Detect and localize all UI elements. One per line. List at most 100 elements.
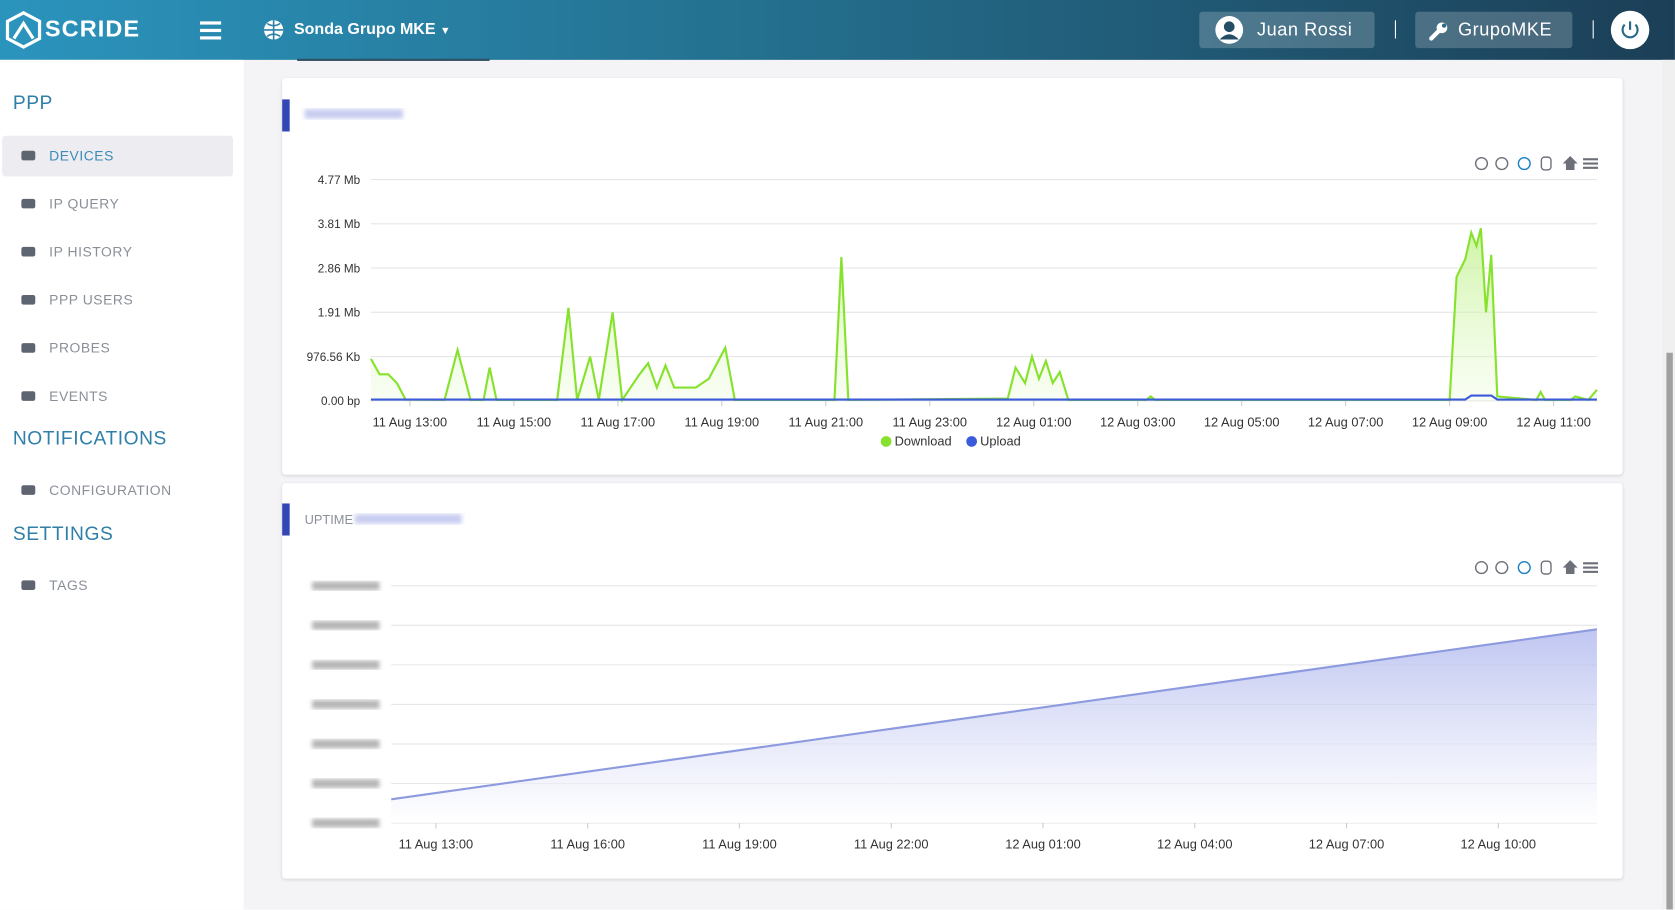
series-line: [391, 628, 1598, 801]
series-line: [370, 394, 1597, 401]
legend-marker: [880, 436, 892, 447]
nav-label: PROBES: [49, 339, 111, 356]
section-title: NOTIFICATIONS: [12, 427, 167, 449]
toolbar-button[interactable]: [1474, 561, 1489, 575]
brand: SCRIDE: [44, 14, 141, 42]
chart-title: UPTIME: [305, 512, 353, 527]
section-title: PPP: [12, 91, 53, 114]
logo-icon: [5, 11, 42, 49]
x-tick-label: 12 Aug 04:00: [1157, 837, 1233, 852]
blurred-title: [354, 514, 462, 524]
nav-label: EVENTS: [49, 388, 108, 405]
nav-item[interactable]: TAGS: [2, 565, 233, 606]
area-fill: [370, 228, 1597, 401]
site-selector[interactable]: Sonda Grupo MKE ▼: [293, 20, 451, 39]
x-tick-label: 12 Aug 03:00: [1100, 414, 1176, 429]
nav-label: IP QUERY: [49, 195, 120, 212]
tool-icon: [1540, 560, 1552, 575]
blurred-y-label: [312, 779, 380, 788]
toolbar-button[interactable]: [1540, 156, 1552, 171]
nav-item[interactable]: DEVICES: [2, 135, 234, 177]
x-tick-label: 11 Aug 17:00: [581, 414, 656, 429]
nav-item[interactable]: PROBES: [2, 328, 233, 369]
nav-label: TAGS: [49, 577, 89, 594]
toolbar-button[interactable]: [1583, 158, 1599, 169]
blurred-title: [304, 109, 403, 119]
blurred-y-label: [312, 660, 380, 670]
x-tick-label: 11 Aug 15:00: [477, 414, 552, 429]
toolbar-button[interactable]: [1495, 561, 1509, 575]
nav-icon: [21, 295, 36, 305]
tool-icon: [1583, 566, 1599, 569]
x-tick-label: 12 Aug 10:00: [1461, 837, 1537, 852]
legend-label: Download: [895, 434, 952, 449]
globe-icon: [264, 20, 284, 40]
x-tick-label: 12 Aug 05:00: [1204, 414, 1280, 429]
toolbar-button[interactable]: [1583, 562, 1599, 573]
traffic-card: [282, 78, 1623, 475]
series-line: [369, 227, 1598, 403]
nav-item[interactable]: PPP USERS: [2, 280, 233, 321]
tool-icon: [1495, 561, 1509, 575]
legend-item[interactable]: Upload: [966, 434, 1021, 449]
tool-icon: [1583, 570, 1599, 573]
legend-label: Upload: [980, 434, 1021, 449]
toolbar-button[interactable]: [1562, 156, 1578, 170]
nav-icon: [21, 391, 36, 401]
x-tick-label: 11 Aug 22:00: [854, 837, 929, 852]
tool-icon: [1562, 560, 1578, 574]
nav-icon: [21, 485, 36, 495]
nav-item[interactable]: EVENTS: [2, 376, 233, 417]
x-tick-label: 12 Aug 01:00: [1005, 837, 1081, 852]
toolbar-button[interactable]: [1517, 561, 1531, 575]
toolbar-button[interactable]: [1495, 156, 1509, 171]
nav-icon: [21, 246, 36, 257]
x-tick-label: 12 Aug 09:00: [1412, 414, 1488, 429]
toolbar-button[interactable]: [1562, 560, 1578, 574]
tool-icon: [1495, 156, 1509, 171]
x-tick-label: 12 Aug 11:00: [1516, 414, 1591, 429]
nav-icon: [21, 343, 36, 353]
nav-item[interactable]: IP HISTORY: [2, 232, 233, 273]
x-tick-label: 12 Aug 07:00: [1308, 414, 1384, 429]
tool-icon: [1583, 162, 1599, 165]
menu-button[interactable]: [199, 20, 222, 40]
org-button[interactable]: GrupoMKE: [1415, 11, 1573, 49]
legend-item[interactable]: Download: [880, 434, 952, 449]
nav-label: CONFIGURATION: [49, 482, 172, 499]
tool-icon: [1583, 158, 1599, 161]
x-tick-label: 11 Aug 23:00: [892, 414, 967, 429]
x-tick-label: 12 Aug 01:00: [996, 414, 1072, 429]
tool-icon: [1474, 561, 1489, 575]
x-tick-label: 11 Aug 13:00: [373, 414, 448, 429]
nav-item[interactable]: CONFIGURATION: [2, 470, 233, 511]
divider: [1394, 20, 1396, 39]
area-fill: [391, 629, 1597, 824]
top-bar: SCRIDE Sonda Grupo MKE ▼ Juan Rossi Grup…: [0, 0, 1675, 60]
y-tick-label: 2.86 Mb: [318, 262, 361, 275]
x-tick-label: 11 Aug 13:00: [399, 837, 474, 852]
scrollbar-thumb[interactable]: [1666, 352, 1673, 910]
toolbar-button[interactable]: [1540, 560, 1552, 575]
blurred-y-label: [312, 700, 380, 709]
nav-icon: [21, 150, 36, 161]
y-tick-label: 4.77 Mb: [318, 174, 361, 187]
sidebar: PPP DEVICES IP QUERY IP HISTORY PPP USERS PRO…: [0, 59, 244, 910]
nav-icon: [21, 580, 36, 591]
x-tick-label: 11 Aug 19:00: [685, 414, 760, 429]
legend-marker: [966, 436, 977, 447]
tool-icon: [1517, 561, 1531, 575]
tool-icon: [1583, 166, 1599, 169]
blurred-y-label: [312, 581, 380, 591]
x-tick-label: 11 Aug 16:00: [550, 837, 625, 852]
user-button[interactable]: Juan Rossi: [1199, 11, 1375, 49]
toolbar-button[interactable]: [1474, 156, 1489, 171]
toolbar-button[interactable]: [1517, 156, 1531, 171]
power-button[interactable]: [1610, 10, 1651, 51]
blurred-y-label: [312, 621, 380, 630]
nav-icon: [21, 198, 36, 209]
nav-item[interactable]: IP QUERY: [2, 184, 233, 225]
tool-icon: [1540, 156, 1552, 171]
